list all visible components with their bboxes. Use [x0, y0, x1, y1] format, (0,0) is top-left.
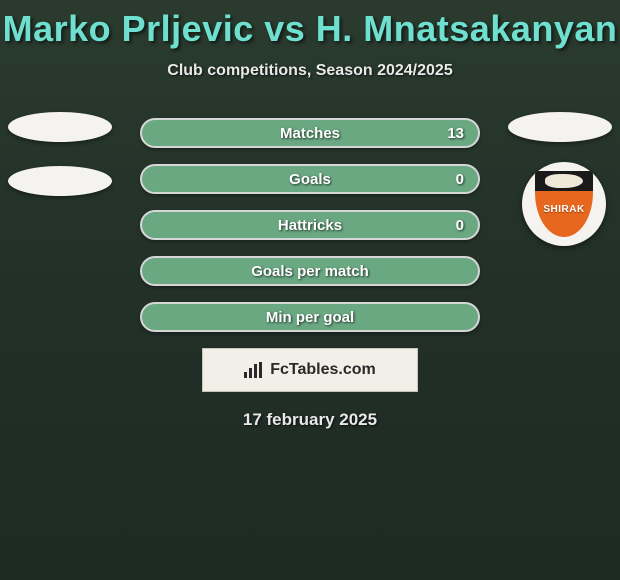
left-club-badge-placeholder	[8, 166, 112, 196]
left-player-placeholders	[8, 112, 112, 220]
badge-club-name: SHIRAK	[543, 204, 584, 215]
stat-label: Goals	[289, 171, 331, 188]
fctables-logo-icon	[244, 362, 264, 378]
stat-bars: Matches 13 Goals 0 Hattricks 0 Goals per…	[140, 118, 480, 332]
badge-top-stripe	[535, 171, 593, 191]
right-club-badge: SHIRAK	[522, 162, 606, 246]
stat-bar-min-per-goal: Min per goal	[140, 302, 480, 332]
brand-name: FcTables.com	[270, 361, 376, 379]
comparison-subtitle: Club competitions, Season 2024/2025	[0, 62, 620, 80]
stat-bar-goals-per-match: Goals per match	[140, 256, 480, 286]
badge-animal-silhouette	[545, 174, 583, 188]
stat-label: Min per goal	[266, 309, 354, 326]
stat-value-right: 13	[447, 125, 464, 142]
stat-label: Matches	[280, 125, 340, 142]
stat-label: Goals per match	[251, 263, 369, 280]
right-player-placeholders	[508, 112, 612, 166]
stat-bar-matches: Matches 13	[140, 118, 480, 148]
shirak-badge-icon: SHIRAK	[535, 171, 593, 237]
right-player-avatar-placeholder	[508, 112, 612, 142]
badge-bottom-shield: SHIRAK	[535, 191, 593, 237]
stat-value-right: 0	[456, 171, 464, 188]
comparison-chart: SHIRAK Matches 13 Goals 0 Hattricks 0 Go…	[0, 118, 620, 430]
comparison-title: Marko Prljevic vs H. Mnatsakanyan	[0, 0, 620, 50]
snapshot-date: 17 february 2025	[0, 410, 620, 430]
stat-value-right: 0	[456, 217, 464, 234]
brand-attribution: FcTables.com	[202, 348, 418, 392]
left-player-avatar-placeholder	[8, 112, 112, 142]
stat-label: Hattricks	[278, 217, 342, 234]
stat-bar-hattricks: Hattricks 0	[140, 210, 480, 240]
stat-bar-goals: Goals 0	[140, 164, 480, 194]
